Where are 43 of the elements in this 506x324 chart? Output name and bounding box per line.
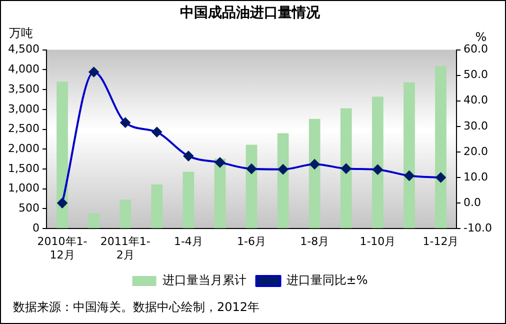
bar (120, 200, 132, 228)
bar (435, 66, 446, 228)
bar (277, 133, 289, 228)
bar (308, 118, 320, 228)
y-tick-label: 2,500 (8, 122, 40, 136)
y2-tick-label: 0.0 (464, 196, 482, 209)
y2-tick-label: 40.0 (464, 94, 488, 107)
y-tick-label: 1,000 (8, 182, 40, 195)
bar (340, 108, 352, 228)
x-tick-label: 1-8月 (300, 235, 330, 248)
x-tick-label: 2011年1-2月 (100, 235, 150, 262)
x-tick-label: 1-4月 (174, 235, 203, 248)
y-tick-label: 3,000 (8, 102, 40, 116)
y2-axis-title: % (475, 30, 487, 44)
y-tick-label: 1,500 (8, 162, 40, 175)
y-tick-label: 4,000 (8, 62, 40, 76)
y2-tick-label: 30.0 (464, 119, 488, 132)
y-tick-label: 3,500 (8, 82, 40, 96)
y2-tick-label: -10.0 (464, 221, 492, 234)
bar (151, 184, 163, 228)
legend-label: 进口量同比±% (286, 273, 368, 288)
y2-tick-label: 50.0 (464, 68, 488, 82)
x-tick-label: 2010年1-12月 (37, 235, 88, 262)
y-tick-label: 0 (32, 221, 40, 234)
bar (56, 82, 68, 228)
bar (182, 172, 194, 228)
y-tick-label: 4,500 (8, 42, 40, 56)
y2-tick-label: 10.0 (464, 170, 488, 184)
bar (372, 96, 384, 228)
legend-label: 进口量当月累计 (162, 273, 246, 288)
x-tick-label: 1-10月 (360, 235, 396, 248)
chart-title: 中国成品油进口量情况 (180, 5, 321, 22)
y-tick-label: 500 (18, 202, 40, 215)
bar (404, 82, 415, 228)
y-tick-label: 2,000 (8, 142, 40, 155)
x-tick-label: 1-6月 (237, 235, 266, 248)
bar (246, 144, 258, 228)
y-axis-title: 万吨 (9, 26, 33, 40)
bar (88, 214, 100, 228)
source-note: 数据来源：中国海关。数据中心绘制，2012年 (13, 300, 260, 314)
y2-tick-label: 20.0 (464, 144, 488, 158)
x-tick-label: 1-12月 (422, 235, 459, 248)
y2-tick-label: 60.0 (464, 42, 488, 56)
